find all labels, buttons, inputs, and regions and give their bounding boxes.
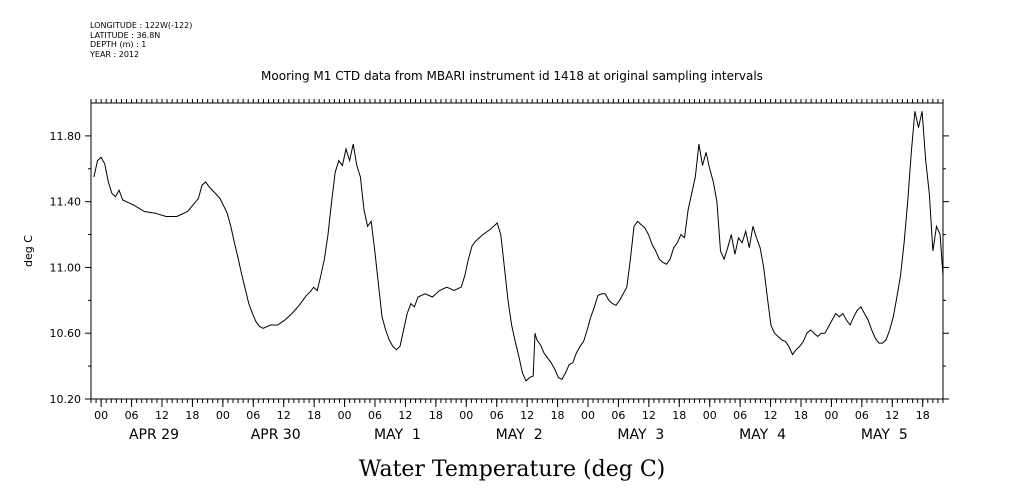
x-tick-label: 06 xyxy=(490,409,504,422)
series-line xyxy=(93,111,944,382)
x-tick-label: 12 xyxy=(155,409,169,422)
day-label: MAY 2 xyxy=(496,427,543,443)
y-axis: 10.20 10.60 11.00 11.40 11.80 xyxy=(50,130,949,406)
x-tick-label: 00 xyxy=(824,409,838,422)
x-tick-label: 18 xyxy=(551,409,565,422)
y-tick-label: 11.00 xyxy=(50,261,82,274)
x-tick-label: 18 xyxy=(672,409,686,422)
x-tick-label: 06 xyxy=(125,409,139,422)
chart-title: Mooring M1 CTD data from MBARI instrumen… xyxy=(261,69,763,83)
day-label: APR 30 xyxy=(251,427,301,443)
x-tick-label: 00 xyxy=(703,409,717,422)
latitude-label: LATITUDE : 36.8N xyxy=(90,30,161,40)
x-tick-label: 18 xyxy=(794,409,808,422)
day-label: APR 29 xyxy=(129,427,179,443)
x-tick-label: 12 xyxy=(277,409,291,422)
y-tick-label: 10.60 xyxy=(50,327,82,340)
x-axis: 00 06 12 18 00 06 12 18 00 06 12 18 00 06 12 18 00 06 12 18… xyxy=(94,399,930,443)
depth-label: DEPTH (m) : 1 xyxy=(90,40,147,49)
x-tick-label: 18 xyxy=(916,409,930,422)
x-tick-label: 12 xyxy=(642,409,656,422)
x-tick-label: 18 xyxy=(307,409,321,422)
y-tick-label: 11.80 xyxy=(50,130,82,143)
x-tick-label: 12 xyxy=(764,409,778,422)
day-label: MAY 3 xyxy=(617,427,664,443)
x-tick-label: 18 xyxy=(429,409,443,422)
minor-ticks xyxy=(90,99,944,403)
x-tick-label: 12 xyxy=(520,409,534,422)
x-tick-label: 06 xyxy=(368,409,382,422)
x-tick-label: 06 xyxy=(855,409,869,422)
x-tick-label: 06 xyxy=(611,409,625,422)
y-axis-label: deg C xyxy=(22,235,35,267)
x-tick-label: 00 xyxy=(216,409,230,422)
year-label: YEAR : 2012 xyxy=(90,49,140,59)
day-label: MAY 1 xyxy=(374,427,421,443)
y-tick-label: 11.40 xyxy=(50,196,82,209)
plot-frame xyxy=(90,102,944,400)
x-axis-label: Water Temperature (deg C) xyxy=(359,457,666,482)
x-tick-label: 00 xyxy=(459,409,473,422)
y-tick-label: 10.20 xyxy=(50,393,82,406)
x-tick-label: 18 xyxy=(185,409,199,422)
x-tick-label: 12 xyxy=(885,409,899,422)
x-tick-label: 00 xyxy=(338,409,352,422)
metadata-block: LONGITUDE : 122W(-122) LATITUDE : 36.8N … xyxy=(90,21,192,59)
day-label: MAY 4 xyxy=(739,427,786,443)
x-tick-label: 06 xyxy=(733,409,747,422)
x-tick-label: 12 xyxy=(398,409,412,422)
x-tick-label: 06 xyxy=(246,409,260,422)
x-tick-label: 00 xyxy=(94,409,108,422)
day-label: MAY 5 xyxy=(861,427,908,443)
x-tick-label: 00 xyxy=(581,409,595,422)
longitude-label: LONGITUDE : 122W(-122) xyxy=(90,21,193,30)
